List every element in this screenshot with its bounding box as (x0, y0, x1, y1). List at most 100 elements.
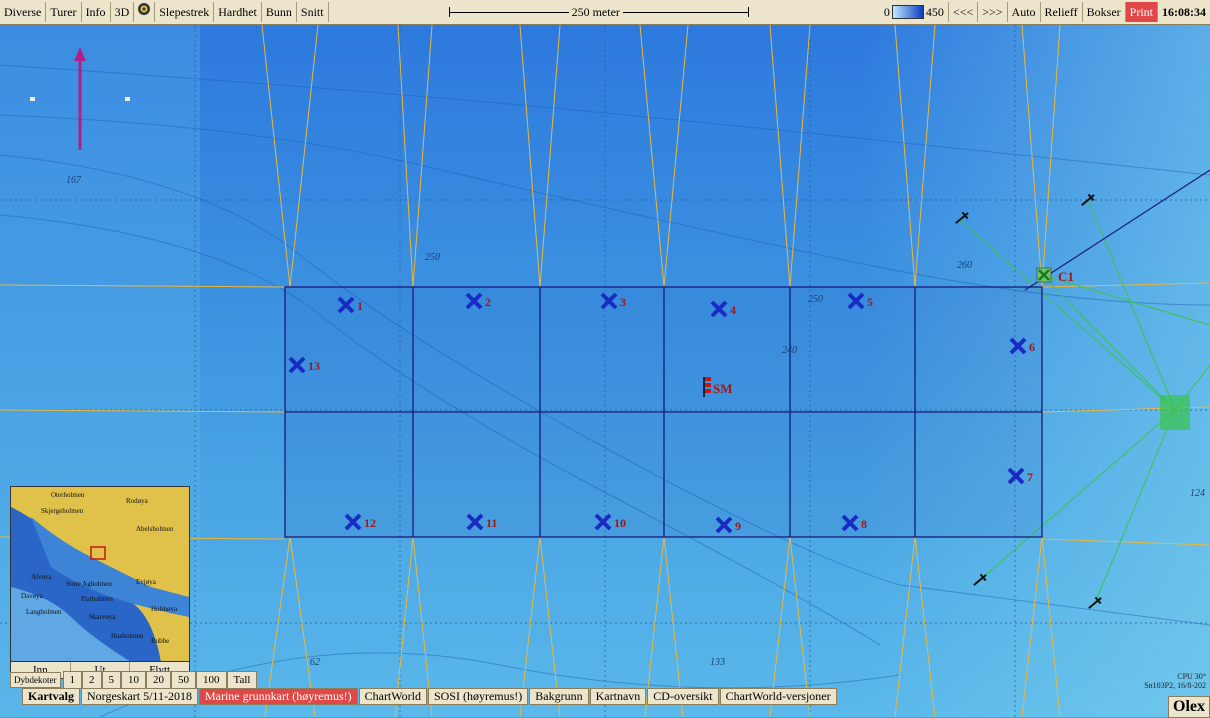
olex-logo: Olex (1168, 696, 1210, 718)
waypoint-marker[interactable]: 4 (710, 300, 736, 318)
next-button[interactable]: >>> (978, 2, 1008, 22)
green-tracks (959, 199, 1210, 604)
green-cluster (1160, 395, 1190, 430)
depth-contour (0, 214, 881, 646)
depth-legend: 0 450 (880, 2, 949, 22)
waypoint-marker[interactable]: 5 (847, 292, 873, 310)
auto-button[interactable]: Auto (1008, 2, 1041, 22)
minimap-water (11, 587, 131, 662)
anchor-marker[interactable] (971, 572, 988, 588)
target-icon[interactable] (134, 2, 156, 22)
chart-option[interactable]: CD-oversikt (647, 688, 719, 705)
minimap-viewport[interactable] (90, 546, 106, 560)
waypoint-label: 11 (486, 516, 497, 530)
depth-contour-label: Dybdekoter (10, 672, 61, 688)
navy-line (1024, 169, 1210, 291)
waypoint-cross (337, 296, 355, 314)
waypoint-label: 5 (867, 295, 873, 309)
waypoint-marker[interactable]: 12 (344, 513, 376, 531)
waypoint-marker[interactable]: 3 (600, 292, 626, 310)
depth-label: 167 (66, 175, 82, 186)
waypoint-cross (710, 300, 728, 318)
relieff-button[interactable]: Relieff (1041, 2, 1083, 22)
depth-option[interactable]: 10 (121, 671, 146, 689)
anchor-marker[interactable] (953, 210, 970, 226)
menu-hardhet[interactable]: Hardhet (214, 2, 262, 22)
scale-bar: 250 meter (448, 2, 749, 22)
depth-label: 62 (310, 657, 320, 668)
chart-selection-bar: Kartvalg Norgeskart 5/11-2018 Marine gru… (22, 688, 838, 705)
anchor-marker[interactable] (1086, 595, 1103, 611)
menu-diverse[interactable]: Diverse (0, 2, 47, 22)
chart-option[interactable]: Norgeskart 5/11-2018 (81, 688, 198, 705)
chart-option[interactable]: Kartnavn (589, 688, 647, 705)
menu-info[interactable]: Info (82, 2, 111, 22)
waypoint-marker[interactable]: 8 (841, 514, 867, 532)
depth-contour (0, 154, 1210, 626)
waypoint-marker[interactable]: 6 (1009, 337, 1035, 355)
waypoint-label: 1 (357, 299, 363, 313)
waypoint-cross (344, 513, 362, 531)
survey-grid (284, 286, 1043, 538)
waypoint-marker[interactable]: 1 (337, 296, 363, 314)
minimap-water (31, 517, 189, 617)
overview-minimap[interactable]: Oterholmen Rodøya Skjergeholmen Abelshol… (10, 486, 190, 663)
waypoint-label: 7 (1027, 470, 1033, 484)
depth-option[interactable]: 1 (62, 671, 82, 689)
minimap-canvas[interactable] (11, 487, 189, 662)
waypoint-label: 3 (620, 295, 626, 309)
depth-option[interactable]: 20 (146, 671, 171, 689)
c1-marker[interactable]: C1 (1036, 267, 1074, 284)
chart-option[interactable]: ChartWorld-versjoner (719, 688, 837, 705)
depth-label: 250 (425, 252, 440, 263)
waypoint-cross (841, 514, 859, 532)
waypoint-cross (1009, 337, 1027, 355)
waypoint-marker[interactable]: 2 (465, 292, 491, 310)
prev-button[interactable]: <<< (949, 2, 979, 22)
menu-turer[interactable]: Turer (46, 2, 82, 22)
chart-option[interactable]: Bakgrunn (529, 688, 589, 705)
menu-snitt[interactable]: Snitt (297, 2, 329, 22)
minimap-labels: Oterholmen Rodøya Skjergeholmen Abelshol… (21, 491, 178, 645)
waypoint-cross (1007, 467, 1025, 485)
waypoint-cross (847, 292, 865, 310)
menu-bunn[interactable]: Bunn (262, 2, 297, 22)
zoom-out-button[interactable]: Ut (71, 662, 131, 678)
depth-labels: 167 250 260 250 240 124 62 133 (66, 175, 1205, 668)
small-marker (30, 97, 35, 101)
waypoint-label: 4 (730, 303, 736, 317)
chart-option[interactable]: ChartWorld (358, 688, 427, 705)
scale-label: 250 meter (568, 4, 623, 20)
chart-option-active[interactable]: Marine grunnkart (høyremus!) (198, 688, 358, 705)
waypoint-marker[interactable]: 9 (715, 516, 741, 534)
print-button[interactable]: Print (1125, 2, 1158, 22)
waypoint-marker[interactable]: 13 (288, 356, 320, 374)
sm-marker[interactable]: SM (703, 377, 733, 397)
depth-option[interactable]: Tall (226, 671, 258, 689)
depth-label: 260 (957, 260, 972, 271)
depth-option[interactable]: 100 (196, 671, 227, 689)
bokser-button[interactable]: Bokser (1083, 2, 1126, 22)
waypoint-marker[interactable]: 10 (594, 513, 626, 531)
depth-label: 250 (808, 294, 823, 305)
chart-map[interactable]: 1 2 3 4 5 6 7 8 9 10 11 12 13 SM C1 167 250 260 250 … (0, 25, 1210, 717)
waypoint-label: 2 (485, 295, 491, 309)
waypoint-label: 9 (735, 519, 741, 533)
waypoint-cross (600, 292, 618, 310)
depth-option[interactable]: 50 (171, 671, 196, 689)
waypoint-cross (465, 292, 483, 310)
depth-option[interactable]: 2 (82, 671, 102, 689)
depth-option[interactable]: 5 (101, 671, 121, 689)
kartvalg-label: Kartvalg (22, 688, 80, 705)
anchor-marker[interactable] (1079, 192, 1096, 208)
menu-3d[interactable]: 3D (111, 2, 135, 22)
depth-label: 133 (710, 657, 725, 668)
waypoint-label: 12 (364, 516, 376, 530)
waypoint-cross (715, 516, 733, 534)
waypoint-marker[interactable]: 11 (466, 513, 497, 531)
waypoint-marker[interactable]: 7 (1007, 467, 1033, 485)
menu-slepestrek[interactable]: Slepestrek (155, 2, 215, 22)
chart-option[interactable]: SOSI (høyremus!) (427, 688, 529, 705)
